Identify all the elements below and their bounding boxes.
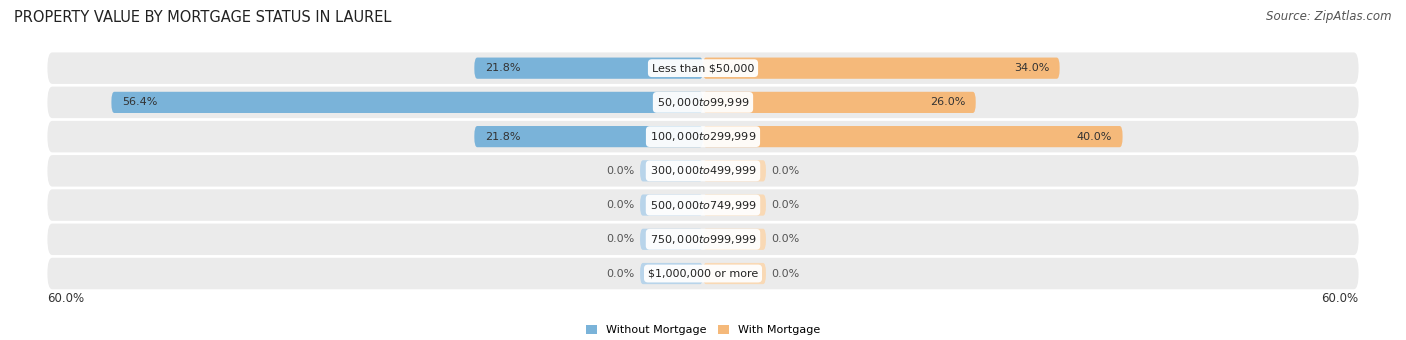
FancyBboxPatch shape	[703, 229, 766, 250]
Text: $50,000 to $99,999: $50,000 to $99,999	[657, 96, 749, 109]
FancyBboxPatch shape	[703, 160, 766, 182]
Text: 60.0%: 60.0%	[1322, 292, 1358, 305]
FancyBboxPatch shape	[703, 263, 766, 284]
Text: 0.0%: 0.0%	[770, 166, 800, 176]
FancyBboxPatch shape	[48, 224, 1358, 255]
FancyBboxPatch shape	[48, 87, 1358, 118]
Text: $500,000 to $749,999: $500,000 to $749,999	[650, 199, 756, 211]
Text: 56.4%: 56.4%	[122, 97, 157, 107]
FancyBboxPatch shape	[48, 189, 1358, 221]
Text: Less than $50,000: Less than $50,000	[652, 63, 754, 73]
Text: 21.8%: 21.8%	[485, 63, 520, 73]
Text: 21.8%: 21.8%	[485, 132, 520, 142]
FancyBboxPatch shape	[474, 126, 703, 147]
FancyBboxPatch shape	[48, 258, 1358, 289]
FancyBboxPatch shape	[703, 194, 766, 216]
Text: 0.0%: 0.0%	[606, 166, 636, 176]
Text: 0.0%: 0.0%	[770, 269, 800, 278]
Text: 0.0%: 0.0%	[606, 200, 636, 210]
Text: PROPERTY VALUE BY MORTGAGE STATUS IN LAUREL: PROPERTY VALUE BY MORTGAGE STATUS IN LAU…	[14, 10, 391, 25]
Text: 60.0%: 60.0%	[48, 292, 84, 305]
FancyBboxPatch shape	[48, 52, 1358, 84]
Text: $100,000 to $299,999: $100,000 to $299,999	[650, 130, 756, 143]
FancyBboxPatch shape	[640, 263, 703, 284]
FancyBboxPatch shape	[474, 57, 703, 79]
FancyBboxPatch shape	[703, 126, 1122, 147]
FancyBboxPatch shape	[48, 155, 1358, 187]
Text: 26.0%: 26.0%	[929, 97, 966, 107]
FancyBboxPatch shape	[111, 92, 703, 113]
FancyBboxPatch shape	[703, 92, 976, 113]
FancyBboxPatch shape	[703, 57, 1060, 79]
Text: 0.0%: 0.0%	[770, 200, 800, 210]
Text: 0.0%: 0.0%	[606, 234, 636, 244]
Legend: Without Mortgage, With Mortgage: Without Mortgage, With Mortgage	[582, 320, 824, 340]
Text: 40.0%: 40.0%	[1077, 132, 1112, 142]
FancyBboxPatch shape	[640, 160, 703, 182]
FancyBboxPatch shape	[48, 121, 1358, 152]
Text: 0.0%: 0.0%	[606, 269, 636, 278]
Text: 0.0%: 0.0%	[770, 234, 800, 244]
Text: 34.0%: 34.0%	[1014, 63, 1049, 73]
Text: Source: ZipAtlas.com: Source: ZipAtlas.com	[1267, 10, 1392, 23]
Text: $750,000 to $999,999: $750,000 to $999,999	[650, 233, 756, 246]
Text: $1,000,000 or more: $1,000,000 or more	[648, 269, 758, 278]
FancyBboxPatch shape	[640, 229, 703, 250]
Text: $300,000 to $499,999: $300,000 to $499,999	[650, 164, 756, 177]
FancyBboxPatch shape	[640, 194, 703, 216]
